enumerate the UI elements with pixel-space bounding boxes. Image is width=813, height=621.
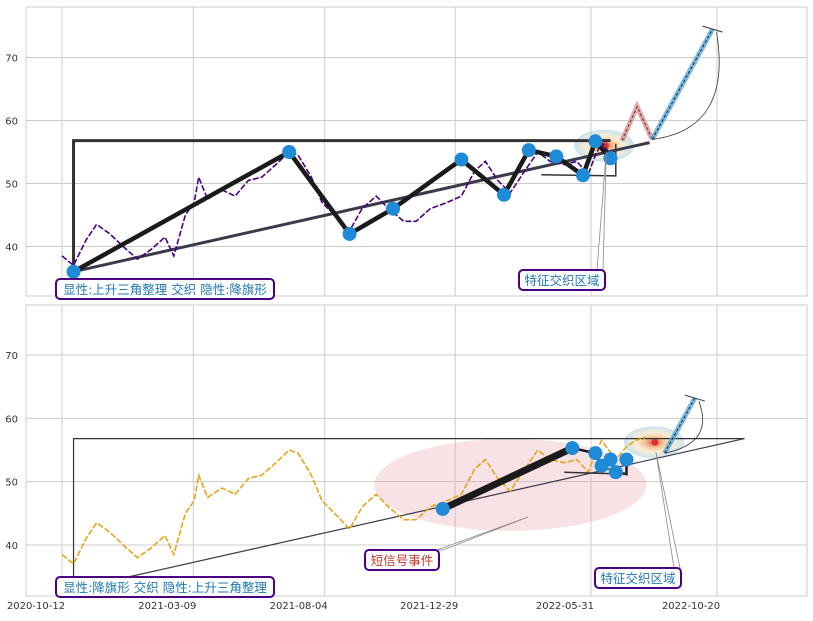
pivot-point xyxy=(66,264,81,279)
support-line xyxy=(73,438,745,590)
short-signal-label-box xyxy=(364,549,440,571)
resistance-line xyxy=(72,438,745,590)
short-signal-line xyxy=(439,444,576,513)
pivot-point xyxy=(619,452,634,467)
price-series-line xyxy=(61,436,647,566)
projection-arc xyxy=(664,400,703,454)
pivot-point xyxy=(549,149,564,164)
y-tick-label: 50 xyxy=(5,180,18,191)
projection-blue-line xyxy=(664,397,696,454)
pivot-point xyxy=(603,452,618,467)
x-tick-label: 2020-10-12 xyxy=(7,601,65,612)
projection-end-marker xyxy=(702,25,723,33)
y-tick-label: 60 xyxy=(5,414,18,425)
pattern-label-box xyxy=(55,576,275,598)
resistance-line xyxy=(72,139,611,272)
pattern-label: 显性:降旗形 交织 隐性:上升三角整理 xyxy=(63,580,267,595)
pattern-label: 显性:上升三角整理 交织 隐性:降旗形 xyxy=(63,282,267,297)
support-line xyxy=(73,141,650,274)
x-tick-label: 2022-10-20 xyxy=(662,601,720,612)
pivot-point xyxy=(435,501,450,516)
x-tick-label: 2021-03-09 xyxy=(138,601,196,612)
projection-blue-line xyxy=(651,28,714,140)
y-tick-label: 50 xyxy=(5,478,18,489)
projection-red-line xyxy=(621,105,653,141)
pivot-point xyxy=(608,465,623,480)
pivot-point xyxy=(454,152,469,167)
pivot-point xyxy=(588,134,603,149)
pivot-point xyxy=(588,446,603,461)
pivot-point xyxy=(521,143,536,158)
pivot-point xyxy=(496,187,511,202)
pivot-point xyxy=(603,151,618,166)
y-tick-label: 70 xyxy=(5,54,18,65)
feature-zone-label: 特征交织区域 xyxy=(524,273,599,288)
bottom-panel: 40 50 60 70 2020-10-12 2021-03-09 2021-08-04 20… xyxy=(5,304,808,612)
x-tick-label: 2022-05-31 xyxy=(536,601,594,612)
feature-zone-label-box xyxy=(518,269,606,291)
plot-area xyxy=(25,6,808,297)
label-pointer-arrow xyxy=(436,516,529,551)
top-panel: 40 50 60 70 显性:上升三角整理 交织 隐性:降旗形 特征交织区域 xyxy=(5,6,808,300)
x-tick-label: 2021-08-04 xyxy=(270,601,328,612)
event-ellipse xyxy=(374,438,647,531)
feature-zone-center xyxy=(651,438,659,446)
x-tick-label: 2021-12-29 xyxy=(400,601,458,612)
feature-zone-label: 特征交织区域 xyxy=(600,571,675,586)
y-tick-label: 40 xyxy=(5,541,18,552)
short-signal-label: 短信号事件 xyxy=(371,553,434,568)
pattern-label-box xyxy=(55,278,275,300)
projection-arc xyxy=(652,32,720,140)
pivot-point xyxy=(565,441,580,456)
y-tick-label: 40 xyxy=(5,243,18,254)
y-tick-label: 60 xyxy=(5,117,18,128)
projection-end-marker xyxy=(684,394,705,402)
pivot-point xyxy=(575,168,590,183)
pivot-point xyxy=(386,201,401,216)
feature-zone-label-box xyxy=(594,567,682,589)
pivot-point xyxy=(342,226,357,241)
y-tick-label: 70 xyxy=(5,351,18,362)
pivot-point xyxy=(282,145,297,159)
